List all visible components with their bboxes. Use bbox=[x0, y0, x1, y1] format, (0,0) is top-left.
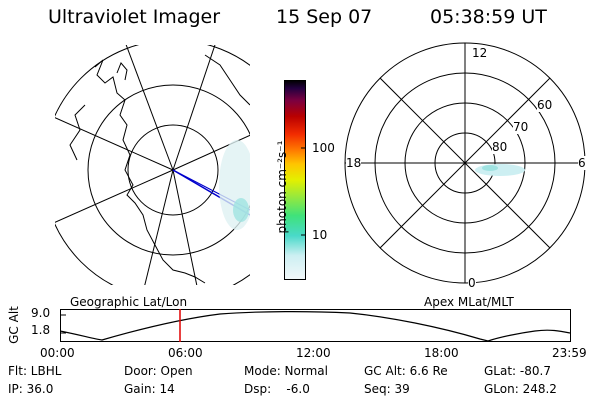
info-gc-alt: GC Alt: 6.6 Re bbox=[364, 364, 448, 378]
instrument-title: Ultraviolet Imager bbox=[48, 6, 221, 28]
meridian-line bbox=[125, 45, 174, 171]
x-tick-1800: 18:00 bbox=[424, 346, 459, 360]
x-tick-0600: 06:00 bbox=[168, 346, 203, 360]
geographic-map-label: Geographic Lat/Lon bbox=[70, 295, 188, 309]
lat-60-label: 60 bbox=[537, 98, 553, 112]
altitude-plot-frame bbox=[60, 309, 571, 342]
altitude-y-bottom: 1.8 bbox=[31, 323, 51, 337]
geographic-map bbox=[55, 45, 250, 285]
meridian-line bbox=[172, 169, 198, 285]
polar-plot-label: Apex MLat/MLT bbox=[424, 295, 514, 309]
altitude-plot bbox=[60, 309, 571, 342]
aurora-emission bbox=[482, 165, 498, 171]
meridian-diagonal bbox=[379, 77, 551, 249]
colorbar bbox=[284, 80, 306, 280]
coastline bbox=[94, 59, 206, 284]
info-dsp: Dsp: -6.0 bbox=[244, 382, 310, 396]
mlt-6-label: 6 bbox=[578, 156, 586, 170]
meridian-line bbox=[172, 45, 216, 171]
colorbar-tick-100-label: 100 bbox=[312, 141, 335, 155]
info-gain: Gain: 14 bbox=[124, 382, 175, 396]
polar-plot bbox=[344, 42, 586, 284]
mlt-0-label: 0 bbox=[468, 276, 476, 290]
coastline bbox=[69, 104, 86, 161]
x-tick-1200: 12:00 bbox=[296, 346, 331, 360]
info-door: Door: Open bbox=[124, 364, 193, 378]
mlt-12-label: 12 bbox=[472, 46, 488, 60]
colorbar-unit-label: photon cm⁻²s⁻¹ bbox=[275, 140, 289, 234]
info-seq: Seq: 39 bbox=[364, 382, 410, 396]
colorbar-tick-10-label: 10 bbox=[312, 228, 328, 242]
mlt-18-label: 18 bbox=[346, 156, 362, 170]
lat-circle-80 bbox=[127, 124, 219, 216]
altitude-curve bbox=[60, 311, 571, 342]
meridian-line bbox=[144, 169, 174, 285]
info-flt: Flt: LBHL bbox=[8, 364, 62, 378]
meridian-line bbox=[55, 169, 174, 223]
info-glon: GLon: 248.2 bbox=[484, 382, 557, 396]
x-tick-0000: 00:00 bbox=[40, 346, 75, 360]
altitude-ylabel: GC Alt bbox=[7, 306, 21, 344]
lat-80-label: 80 bbox=[492, 140, 508, 154]
x-tick-2359: 23:59 bbox=[552, 346, 587, 360]
aurora-emission bbox=[233, 198, 249, 222]
altitude-y-top: 9.0 bbox=[31, 306, 51, 320]
lat-circle-60 bbox=[55, 45, 250, 285]
info-glat: GLat: -80.7 bbox=[484, 364, 551, 378]
info-ip: IP: 36.0 bbox=[8, 382, 54, 396]
lat-circle-70 bbox=[87, 84, 250, 256]
date-label: 15 Sep 07 bbox=[276, 6, 373, 28]
lat-circle-50 bbox=[55, 45, 250, 285]
coastline bbox=[116, 62, 128, 81]
meridian-line bbox=[55, 117, 174, 171]
lat-70-label: 70 bbox=[513, 120, 529, 134]
aurora-emission bbox=[475, 164, 525, 176]
info-mode: Mode: Normal bbox=[244, 364, 328, 378]
coastline bbox=[204, 54, 250, 106]
time-label: 05:38:59 UT bbox=[430, 6, 547, 28]
